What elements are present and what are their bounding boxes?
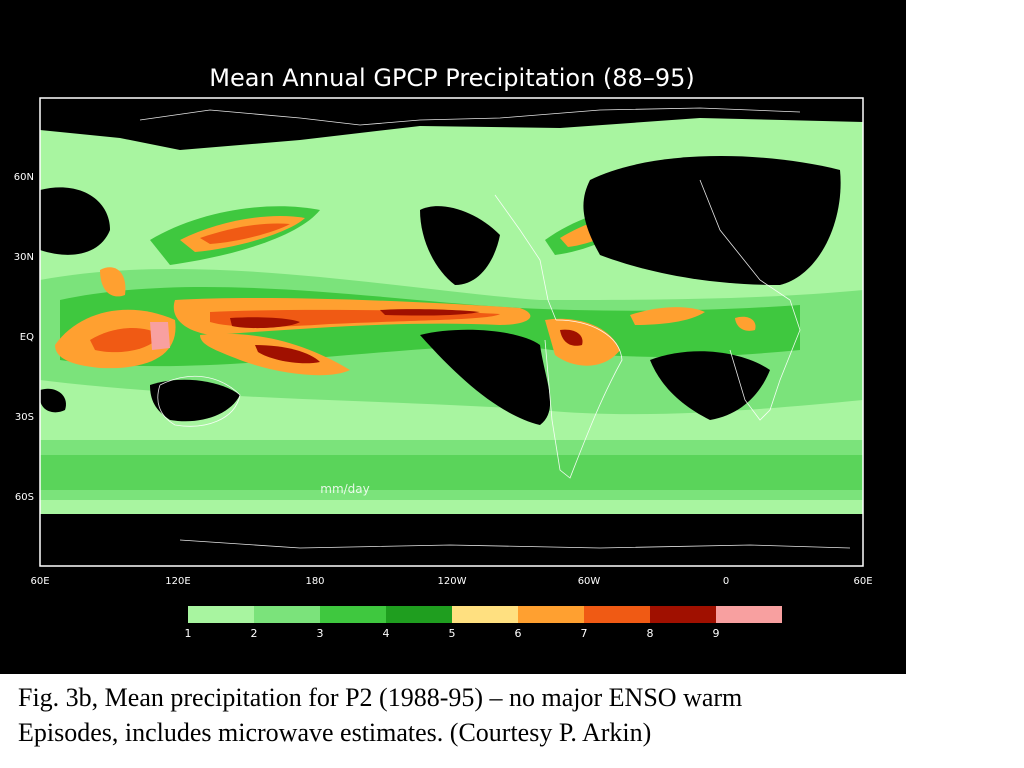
map-frame [39, 97, 864, 567]
australia-coast [157, 375, 241, 427]
colorbar-swatches [188, 606, 782, 623]
north-america-coast [494, 194, 557, 321]
lon-tick-0: 0 [723, 576, 729, 587]
lat-tick-eq: EQ [20, 332, 34, 343]
map-title: Mean Annual GPCP Precipitation (88–95) [209, 64, 694, 92]
antarctic-dry-region [40, 514, 863, 566]
bay-of-bengal-max [100, 267, 126, 297]
colorbar-swatch-1 [188, 606, 254, 623]
colorbar-swatch-6 [518, 606, 584, 623]
southeast-pacific-dry [420, 329, 551, 425]
itcz-central-peak [380, 309, 480, 316]
africa-max [735, 316, 756, 331]
australia-dry [150, 379, 240, 422]
sahara-arabia-dry [583, 156, 841, 285]
colorbar-label-6: 6 [515, 627, 522, 640]
colorbar-swatch-9 [716, 606, 782, 623]
southern-storm-track-core [40, 455, 863, 490]
colorbar-label-9: 9 [713, 627, 720, 640]
central-asia-dry [40, 187, 110, 255]
lon-tick-120e: 120E [165, 576, 190, 587]
lat-tick-30n: 30N [14, 252, 34, 263]
colorbar-swatch-3 [320, 606, 386, 623]
southern-edge-band [40, 500, 863, 514]
indian-ocean-core [90, 328, 160, 353]
colorbar-swatch-5 [452, 606, 518, 623]
longitude-axis: 60E 120E 180 120W 60W 0 60E [30, 576, 872, 587]
africa-coast [699, 179, 801, 421]
colorbar-label-8: 8 [647, 627, 654, 640]
figure-panel: Mean Annual GPCP Precipitation (88–95) [0, 0, 906, 674]
arctic-coast [139, 107, 801, 126]
south-atlantic-dry [650, 351, 770, 420]
itcz-warm-pool-peak [230, 317, 300, 329]
antarctica-coast [179, 539, 851, 549]
lat-tick-60s: 60S [15, 492, 34, 503]
figure-caption: Fig. 3b, Mean precipitation for P2 (1988… [18, 680, 1008, 750]
arctic-dry-region [40, 98, 863, 150]
lon-tick-60e-right: 60E [853, 576, 872, 587]
coastlines [139, 107, 851, 549]
lon-tick-120w: 120W [438, 576, 467, 587]
caption-line-1: Fig. 3b, Mean precipitation for P2 (1988… [18, 683, 743, 712]
colorbar: 1 2 3 4 5 6 7 8 9 [185, 606, 782, 640]
precipitation-map-figure: Mean Annual GPCP Precipitation (88–95) [14, 64, 873, 640]
atlantic-itcz [630, 307, 705, 325]
colorbar-swatch-8 [650, 606, 716, 623]
colorbar-label-3: 3 [317, 627, 324, 640]
colorbar-label-5: 5 [449, 627, 456, 640]
lon-tick-60w: 60W [578, 576, 601, 587]
colorbar-label-1: 1 [185, 627, 192, 640]
lat-tick-30s: 30S [15, 412, 34, 423]
colorbar-label-7: 7 [581, 627, 588, 640]
amazon-peak [560, 329, 583, 346]
caption-line-2: Episodes, includes microwave estimates. … [18, 718, 652, 747]
colorbar-swatch-4 [386, 606, 452, 623]
units-label: mm/day [320, 482, 370, 496]
north-pacific-peak [200, 223, 290, 244]
western-north-america-dry [420, 206, 500, 285]
lon-tick-180: 180 [305, 576, 324, 587]
colorbar-swatch-2 [254, 606, 320, 623]
lon-tick-60e-left: 60E [30, 576, 49, 587]
south-indian-dry [40, 388, 66, 413]
map-area [40, 98, 863, 566]
colorbar-label-2: 2 [251, 627, 258, 640]
south-america-coast [544, 319, 623, 479]
colorbar-labels: 1 2 3 4 5 6 7 8 9 [185, 627, 720, 640]
colorbar-label-4: 4 [383, 627, 390, 640]
spcz-peak [255, 345, 320, 364]
latitude-axis: 60N 30N EQ 30S 60S [14, 172, 34, 503]
lat-tick-60n: 60N [14, 172, 34, 183]
colorbar-swatch-7 [584, 606, 650, 623]
maritime-continent-peak [150, 322, 170, 350]
